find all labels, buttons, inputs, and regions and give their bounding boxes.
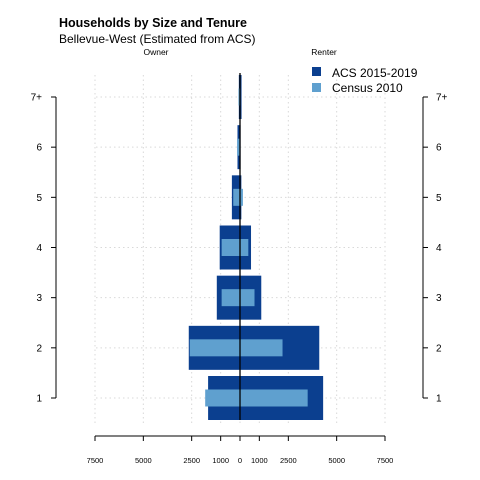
y-tick-label: 1: [36, 394, 42, 405]
bars: [188, 75, 324, 420]
bar-census-2: [189, 339, 283, 357]
y-tick-label: 4: [36, 243, 42, 254]
x-tick-label: 5000: [135, 456, 152, 465]
x-tick-label: 7500: [87, 456, 104, 465]
y-tick-label: 3: [436, 293, 442, 304]
renter-label: Renter: [311, 47, 337, 57]
owner-label: Owner: [143, 47, 168, 57]
x-tick-label: 1000: [251, 456, 268, 465]
chart-subtitle: Bellevue-West (Estimated from ACS): [59, 32, 256, 46]
bar-census-6: [237, 138, 241, 156]
x-tick-label: 1000: [212, 456, 229, 465]
chart-title: Households by Size and Tenure: [59, 16, 247, 30]
x-tick-label: 7500: [377, 456, 394, 465]
x-tick-label: 2500: [183, 456, 200, 465]
y-tick-label: 7+: [31, 93, 43, 104]
y-tick-label: 1: [436, 394, 442, 405]
x-tick-label: 2500: [280, 456, 297, 465]
legend-label-census: Census 2010: [332, 81, 403, 95]
y-tick-label: 5: [36, 193, 42, 204]
y-tick-label: 6: [436, 143, 442, 154]
y-tick-label: 2: [36, 343, 42, 354]
y-tick-label: 3: [36, 293, 42, 304]
bar-census-5: [233, 188, 243, 206]
bar-census-4: [221, 239, 249, 256]
x-tick-label: 0: [238, 456, 242, 465]
x-tick-label: 5000: [328, 456, 345, 465]
y-tick-label: 2: [436, 343, 442, 354]
legend-swatch-acs: [312, 67, 321, 76]
bar-census-3: [221, 289, 255, 307]
y-tick-label: 5: [436, 193, 442, 204]
y-tick-label: 4: [436, 243, 442, 254]
legend: ACS 2015-2019 Census 2010: [312, 66, 418, 95]
y-tick-label: 6: [36, 143, 42, 154]
bar-census-1: [205, 389, 308, 407]
legend-label-acs: ACS 2015-2019: [332, 66, 418, 80]
y-tick-label: 7+: [436, 93, 448, 104]
axes: 1 2 3 4 5 6 7+ 1 2 3 4 5 6 7+ 7500 5000 2500 1000 0 1000 250…: [31, 93, 448, 466]
legend-swatch-census: [312, 83, 321, 92]
